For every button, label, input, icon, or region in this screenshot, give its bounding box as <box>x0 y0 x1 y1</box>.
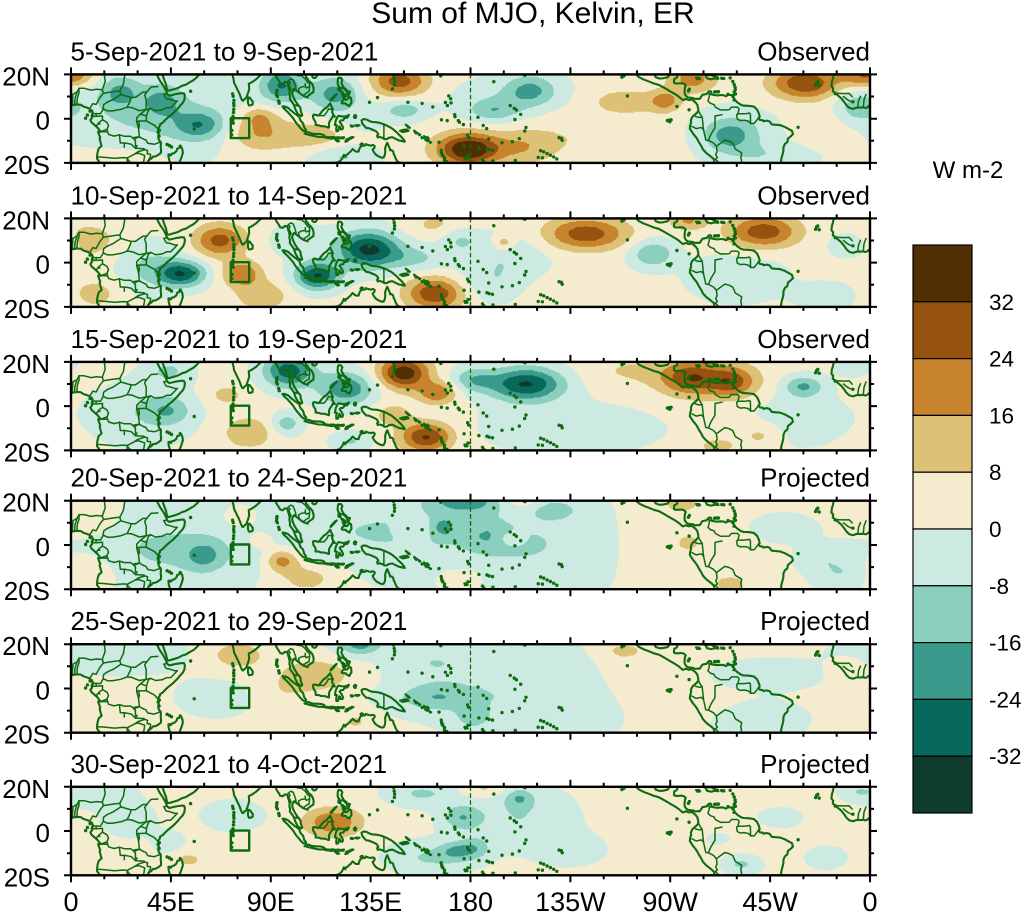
svg-text:0: 0 <box>36 106 50 136</box>
svg-text:30-Sep-2021 to 4-Oct-2021: 30-Sep-2021 to 4-Oct-2021 <box>71 749 388 779</box>
svg-text:20N: 20N <box>2 488 50 518</box>
svg-text:Sum of MJO, Kelvin, ER: Sum of MJO, Kelvin, ER <box>371 0 694 30</box>
svg-text:90W: 90W <box>642 887 698 917</box>
svg-text:-16: -16 <box>989 631 1021 656</box>
svg-text:20N: 20N <box>2 61 50 91</box>
svg-text:20N: 20N <box>2 205 50 235</box>
svg-text:0: 0 <box>36 393 50 423</box>
svg-text:45E: 45E <box>147 887 195 917</box>
svg-text:90E: 90E <box>247 887 295 917</box>
svg-text:-32: -32 <box>989 744 1021 769</box>
svg-text:8: 8 <box>989 460 1002 485</box>
svg-text:0: 0 <box>36 250 50 280</box>
svg-text:45W: 45W <box>742 887 798 917</box>
svg-text:135E: 135E <box>339 887 402 917</box>
svg-text:0: 0 <box>36 532 50 562</box>
svg-text:20N: 20N <box>2 631 50 661</box>
svg-text:Observed: Observed <box>757 180 870 210</box>
svg-text:24: 24 <box>989 347 1014 372</box>
svg-text:135W: 135W <box>535 887 606 917</box>
svg-text:Projected: Projected <box>760 463 870 493</box>
svg-text:20S: 20S <box>4 720 50 750</box>
svg-text:Projected: Projected <box>760 606 870 636</box>
svg-text:20S: 20S <box>4 437 50 467</box>
svg-text:W m-2: W m-2 <box>933 157 1004 184</box>
svg-text:16: 16 <box>989 403 1014 428</box>
svg-text:Observed: Observed <box>757 36 870 66</box>
svg-text:15-Sep-2021 to 19-Sep-2021: 15-Sep-2021 to 19-Sep-2021 <box>71 324 408 354</box>
svg-text:-8: -8 <box>989 574 1009 599</box>
svg-text:20S: 20S <box>4 150 50 180</box>
svg-text:32: 32 <box>989 290 1014 315</box>
svg-text:20S: 20S <box>4 576 50 606</box>
svg-text:0: 0 <box>989 517 1002 542</box>
svg-text:Projected: Projected <box>760 749 870 779</box>
svg-text:20N: 20N <box>2 349 50 379</box>
svg-text:10-Sep-2021 to 14-Sep-2021: 10-Sep-2021 to 14-Sep-2021 <box>71 180 408 210</box>
svg-text:20S: 20S <box>4 862 50 892</box>
svg-text:20N: 20N <box>2 774 50 804</box>
svg-text:0: 0 <box>36 676 50 706</box>
svg-text:Observed: Observed <box>757 324 870 354</box>
svg-text:180: 180 <box>448 887 493 917</box>
svg-text:20S: 20S <box>4 294 50 324</box>
svg-text:25-Sep-2021 to 29-Sep-2021: 25-Sep-2021 to 29-Sep-2021 <box>71 606 408 636</box>
svg-text:5-Sep-2021 to 9-Sep-2021: 5-Sep-2021 to 9-Sep-2021 <box>71 36 379 66</box>
svg-text:20-Sep-2021 to 24-Sep-2021: 20-Sep-2021 to 24-Sep-2021 <box>71 463 408 493</box>
svg-text:0: 0 <box>36 818 50 848</box>
svg-text:0: 0 <box>862 887 877 917</box>
svg-text:0: 0 <box>63 887 78 917</box>
svg-text:-24: -24 <box>989 687 1021 712</box>
